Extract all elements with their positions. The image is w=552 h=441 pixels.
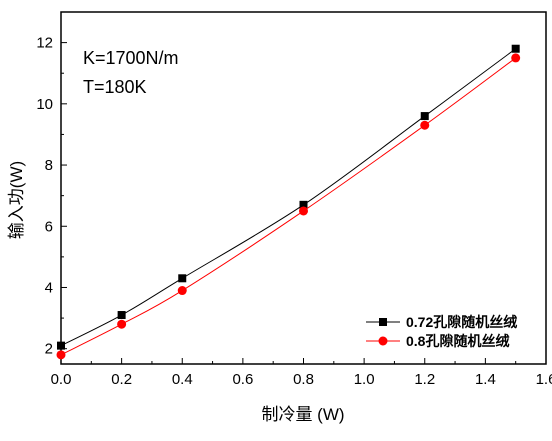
annotation-t: T=180K [83,77,147,97]
data-point-0 [420,112,429,121]
x-tick-label: 1.6 [536,371,552,388]
y-tick-label: 12 [36,35,53,52]
x-tick-label: 0.8 [293,371,314,388]
x-tick-label: 1.0 [354,371,375,388]
series-layer [56,44,521,360]
data-point-1 [511,53,521,63]
data-point-0 [117,311,126,320]
y-axis-title: 输入功(W) [7,161,26,239]
legend-label-0: 0.72孔隙随机丝绒 [406,314,517,330]
data-point-0 [299,200,308,209]
data-point-0 [511,44,520,53]
x-tick-labels: 0.0 0.2 0.4 0.6 0.8 1.0 1.2 1.4 1.6 [51,371,552,388]
x-tick-label: 0.0 [51,371,72,388]
y-tick-label: 8 [45,157,53,174]
legend-marker-1 [378,336,388,346]
data-point-1 [56,350,66,360]
x-tick-label: 1.4 [475,371,496,388]
data-point-1 [177,286,187,296]
data-point-0 [57,341,65,350]
legend-marker-0 [379,318,387,326]
legend-label-1: 0.8孔隙随机丝绒 [406,333,509,349]
legend: 0.72孔隙随机丝绒 0.8孔隙随机丝绒 [366,314,517,349]
x-tick-label: 1.2 [414,371,435,388]
y-tick-labels: 2 4 6 8 10 12 [36,35,53,358]
data-point-1 [299,206,308,216]
annotation-k: K=1700N/m [83,48,179,68]
data-point-1 [117,319,127,329]
data-point-1 [420,120,430,130]
y-tick-label: 4 [45,279,53,296]
y-tick-label: 6 [45,218,53,235]
y-tick-label: 10 [36,96,53,113]
x-tick-label: 0.4 [172,371,193,388]
x-tick-label: 0.6 [232,371,253,388]
x-tick-label: 0.2 [111,371,132,388]
data-point-0 [178,274,187,283]
x-axis-title: 制冷量 (W) [261,405,344,424]
axis-ticks [60,11,547,364]
y-tick-label: 2 [45,341,53,358]
